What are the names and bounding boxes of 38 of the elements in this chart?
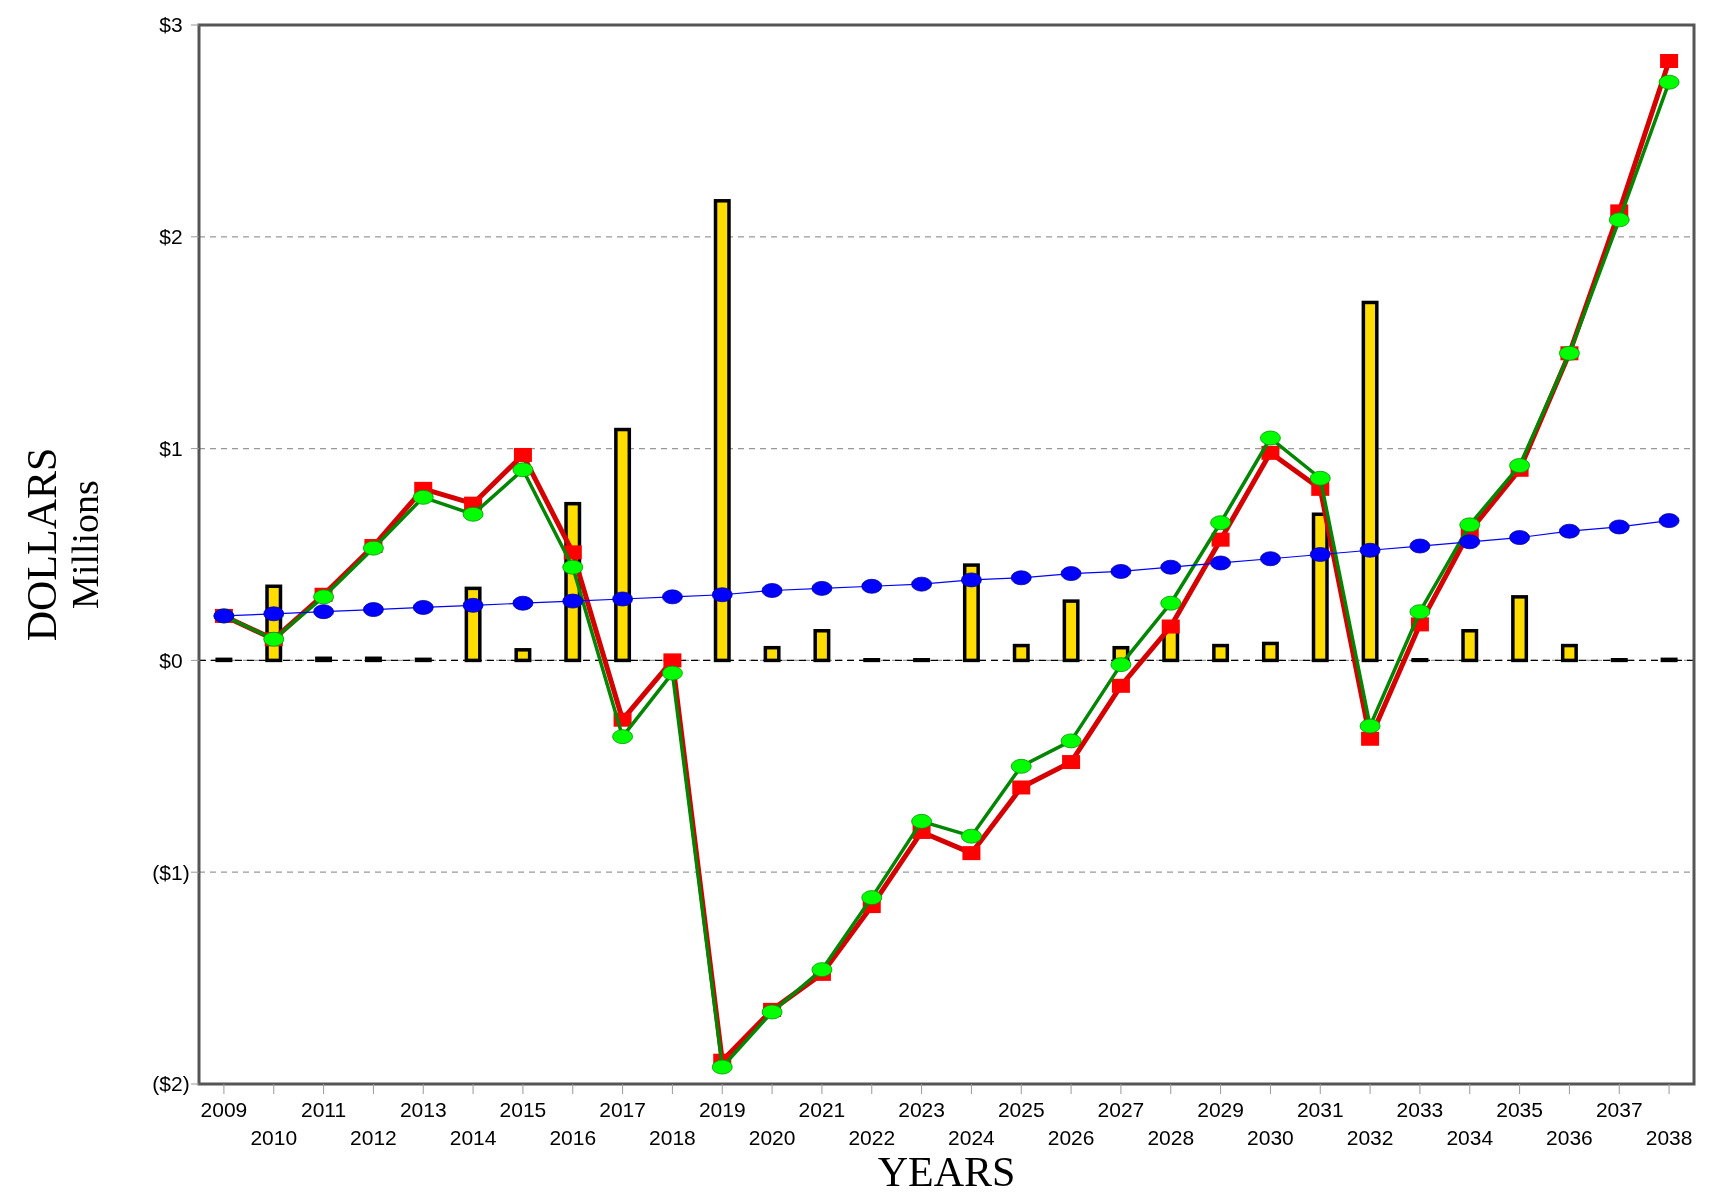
x-tick-label: 2021 <box>798 1098 846 1121</box>
x-tick-label: 2019 <box>698 1098 746 1121</box>
x-tick-label: 2012 <box>350 1126 397 1149</box>
x-tick-label: 2009 <box>200 1098 248 1121</box>
y-tick-label: $0 <box>159 648 183 672</box>
x-axis-title: YEARS <box>877 1149 1016 1195</box>
y-axis-title: DOLLARS Millions <box>19 447 106 642</box>
x-tick-label: 2037 <box>1595 1098 1643 1121</box>
x-tick-label: 2013 <box>399 1098 447 1121</box>
x-tick-label: 2036 <box>1546 1126 1593 1149</box>
x-tick-label: 2027 <box>1097 1098 1145 1121</box>
x-tick-label: 2011 <box>301 1098 347 1121</box>
x-tick-label: 2016 <box>549 1126 597 1149</box>
x-tick-label: 2018 <box>649 1126 696 1149</box>
x-tick-label: 2026 <box>1047 1126 1095 1149</box>
x-tick-label: 2031 <box>1296 1098 1344 1121</box>
x-tick-label: 2034 <box>1446 1126 1494 1149</box>
y-tick-label: ($1) <box>152 860 190 884</box>
x-tick-label: 2015 <box>499 1098 547 1121</box>
x-tick-label: 2017 <box>599 1098 646 1121</box>
x-tick-label: 2010 <box>250 1126 298 1149</box>
x-tick-label: 2028 <box>1147 1126 1195 1149</box>
x-tick-label: 2024 <box>948 1126 996 1149</box>
x-tick-label: 2023 <box>898 1098 945 1121</box>
y-tick-label: $2 <box>159 225 183 249</box>
x-tick-label: 2029 <box>1197 1098 1244 1121</box>
y-tick-label: $1 <box>159 436 183 460</box>
x-tick-label: 2033 <box>1396 1098 1444 1121</box>
x-tick-label: 2030 <box>1247 1126 1294 1149</box>
y-tick-label: $3 <box>159 13 183 37</box>
x-tick-label: 2025 <box>997 1098 1045 1121</box>
x-tick-label: 2032 <box>1346 1126 1394 1149</box>
y-tick-label: ($2) <box>152 1072 190 1096</box>
x-tick-label: 2020 <box>748 1126 796 1149</box>
x-tick-label: 2035 <box>1496 1098 1543 1121</box>
x-tick-label: 2022 <box>848 1126 896 1149</box>
x-tick-label: 2038 <box>1645 1126 1693 1149</box>
x-tick-label: 2014 <box>449 1126 497 1149</box>
